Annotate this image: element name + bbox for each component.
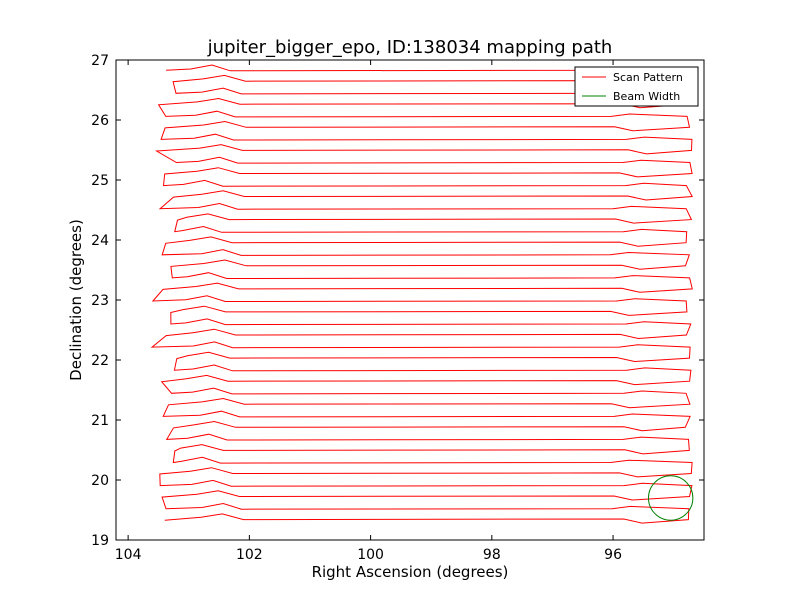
x-axis-title: Right Ascension (degrees) xyxy=(312,563,509,581)
legend: Scan Pattern Beam Width xyxy=(574,66,699,107)
x-tick-label: 104 xyxy=(115,547,142,563)
x-tick-label: 102 xyxy=(236,547,263,563)
plot-frame xyxy=(115,59,705,541)
x-tick-label: 100 xyxy=(357,547,384,563)
beam-width-circle xyxy=(647,475,694,521)
y-tick-label: 23 xyxy=(91,293,109,309)
y-tick-labels: 19 20 21 22 23 24 25 26 27 xyxy=(91,53,109,549)
y-tick-label: 19 xyxy=(91,533,109,549)
y-tick-label: 25 xyxy=(91,173,109,189)
scan-pattern-line xyxy=(150,64,694,524)
y-tick-label: 22 xyxy=(91,353,109,369)
chart-title: jupiter_bigger_epo, ID:138034 mapping pa… xyxy=(207,37,613,58)
legend-label-beam: Beam Width xyxy=(613,90,680,103)
y-axis-title: Declination (degrees) xyxy=(67,219,85,381)
x-tick-labels: 104 102 100 98 96 xyxy=(115,547,622,563)
y-tick-label: 20 xyxy=(91,473,109,489)
plot-area xyxy=(150,64,694,524)
y-tick-label: 26 xyxy=(91,113,109,129)
x-tick-label: 96 xyxy=(604,547,622,563)
y-tick-label: 21 xyxy=(91,413,109,429)
x-tick-label: 98 xyxy=(483,547,501,563)
y-tick-label: 27 xyxy=(91,53,109,69)
legend-box xyxy=(574,66,699,107)
y-tick-label: 24 xyxy=(91,233,109,249)
axes-ticks xyxy=(116,59,704,541)
legend-label-scan: Scan Pattern xyxy=(613,71,683,84)
